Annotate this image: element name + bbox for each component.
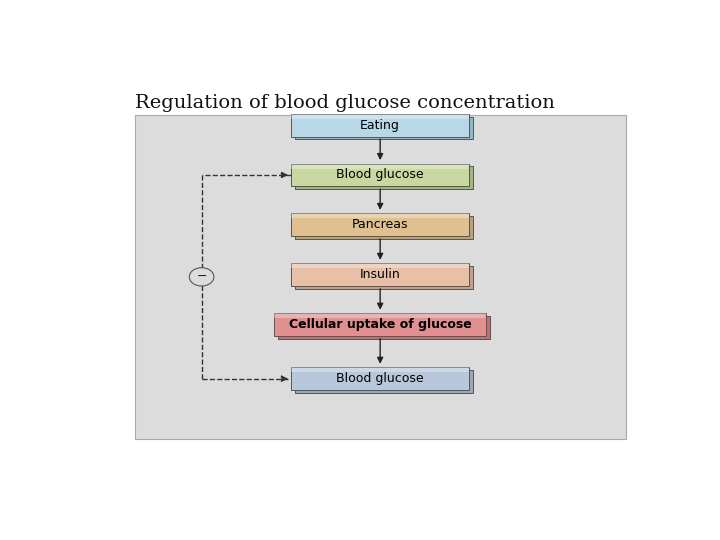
Bar	[278, 316, 490, 339]
Bar	[294, 266, 473, 289]
Bar	[294, 370, 473, 393]
Bar	[291, 113, 469, 119]
Text: Eating: Eating	[360, 119, 400, 132]
Text: Blood glucose: Blood glucose	[336, 168, 424, 181]
Bar	[294, 166, 473, 190]
Circle shape	[189, 268, 214, 286]
Bar	[291, 213, 469, 237]
Bar	[291, 264, 469, 286]
Text: −: −	[197, 271, 207, 284]
Bar	[291, 164, 469, 168]
Bar	[135, 114, 626, 439]
Bar	[291, 264, 469, 268]
Bar	[291, 367, 469, 390]
Text: Pancreas: Pancreas	[352, 218, 408, 231]
Bar	[274, 313, 486, 336]
Bar	[291, 367, 469, 372]
Text: Regulation of blood glucose concentration: Regulation of blood glucose concentratio…	[135, 94, 554, 112]
Text: Cellular uptake of glucose: Cellular uptake of glucose	[289, 318, 472, 331]
Bar	[291, 213, 469, 219]
Bar	[291, 164, 469, 186]
Text: Insulin: Insulin	[360, 268, 400, 281]
Bar	[294, 117, 473, 139]
Bar	[274, 313, 486, 318]
Text: Blood glucose: Blood glucose	[336, 372, 424, 385]
Bar	[294, 217, 473, 239]
Bar	[291, 113, 469, 137]
